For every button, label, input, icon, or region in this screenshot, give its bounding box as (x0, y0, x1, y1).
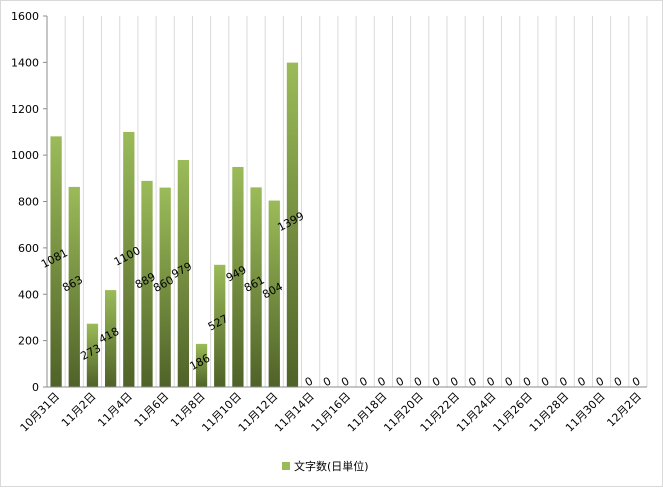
y-tick-label: 0 (32, 381, 39, 394)
bar (68, 186, 80, 387)
bars (50, 62, 299, 388)
bar (214, 264, 226, 387)
bar (286, 62, 299, 388)
bar (250, 187, 262, 387)
bar (232, 166, 244, 387)
y-tick-label: 400 (18, 288, 39, 301)
x-tick-label: 11月2日 (59, 390, 99, 430)
bar (86, 323, 99, 387)
legend-swatch (282, 462, 290, 470)
x-tick-label: 11月30日 (563, 390, 608, 435)
x-tick-label: 10月31日 (18, 390, 63, 435)
bar (141, 180, 153, 387)
x-tick-label: 12月2日 (604, 390, 644, 430)
y-tick-label: 1000 (11, 149, 39, 162)
y-tick-label: 1200 (11, 103, 39, 116)
legend: 文字数(日単位) (282, 459, 369, 473)
bar (50, 136, 62, 387)
y-tick-label: 600 (18, 242, 39, 255)
y-tick-label: 1600 (11, 10, 39, 23)
grid-lines (46, 16, 648, 387)
x-tick-label: 11月6日 (132, 390, 172, 430)
bar (123, 131, 135, 387)
bar (177, 159, 189, 387)
bar (195, 343, 208, 387)
y-tick-label: 200 (18, 335, 39, 348)
y-tick-label: 800 (18, 196, 39, 209)
y-tick-label: 1400 (11, 56, 39, 69)
bar (159, 187, 171, 387)
legend-label: 文字数(日単位) (294, 459, 369, 473)
x-tick-label: 11月4日 (95, 390, 135, 430)
bar (268, 200, 280, 387)
bar (105, 290, 117, 387)
